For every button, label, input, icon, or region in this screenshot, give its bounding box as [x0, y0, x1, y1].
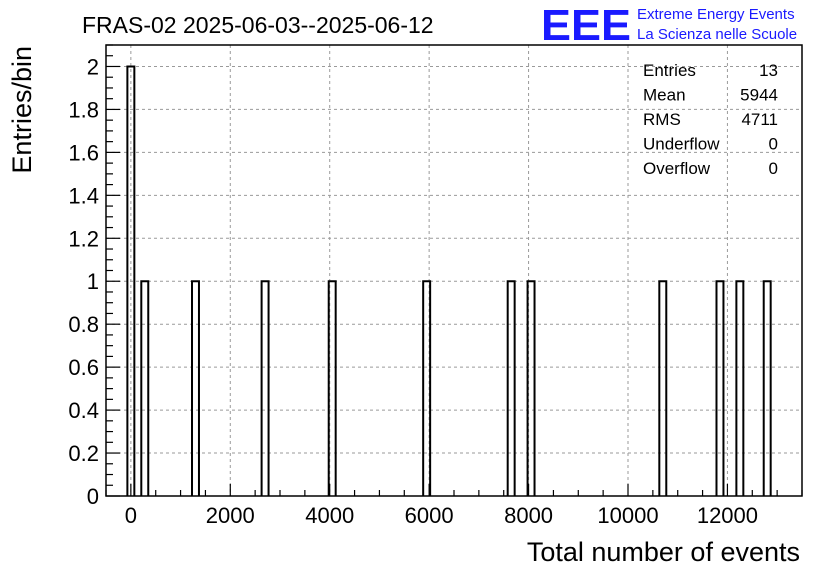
eee-logo: EEE Extreme Energy Events La Scienza nel… — [541, 1, 797, 50]
y-tick-label: 0.2 — [68, 441, 99, 466]
logo-mark: EEE — [541, 1, 631, 50]
histogram-bar — [327, 280, 337, 496]
stats-label: Underflow — [643, 135, 720, 154]
stats-label: RMS — [643, 110, 681, 129]
y-tick-label: 1 — [87, 269, 99, 294]
x-tick-label: 8000 — [504, 503, 553, 528]
stats-value: 5944 — [740, 86, 778, 105]
x-tick-label: 4000 — [305, 503, 354, 528]
x-tick-label: 0 — [125, 503, 137, 528]
stats-label: Overflow — [643, 159, 711, 178]
stats-label: Entries — [643, 61, 696, 80]
chart-title: FRAS-02 2025-06-03--2025-06-12 — [82, 12, 434, 38]
histogram-bar — [715, 280, 725, 496]
stats-value: 0 — [769, 159, 778, 178]
histogram-bar — [526, 280, 536, 496]
stats-value: 0 — [769, 135, 778, 154]
y-tick-label: 0.8 — [68, 312, 99, 337]
histogram-bar — [762, 280, 772, 496]
histogram-bar — [126, 65, 136, 496]
histogram-bars — [126, 65, 772, 496]
x-tick-label: 12000 — [697, 503, 758, 528]
x-tick-labels: 0 2000 4000 6000 8000 10000 12000 — [125, 503, 758, 528]
histogram-bar — [506, 280, 516, 496]
x-tick-label: 10000 — [597, 503, 658, 528]
stats-box: Entries 13 Mean 5944 RMS 4711 Underflow 0 Overfl… — [643, 61, 778, 178]
histogram-bar — [140, 280, 150, 496]
y-axis-title: Entries/bin — [7, 46, 37, 174]
y-tick-label: 2 — [87, 54, 99, 79]
histogram-bar — [191, 280, 200, 496]
histogram-bar — [658, 280, 668, 496]
x-tick-label: 2000 — [206, 503, 255, 528]
y-tick-label: 0.4 — [68, 398, 99, 423]
y-tick-label: 1.4 — [68, 183, 99, 208]
stats-value: 4711 — [741, 110, 778, 129]
y-tick-label: 0.6 — [68, 355, 99, 380]
y-tick-label: 1.2 — [68, 226, 99, 251]
stats-label: Mean — [643, 86, 686, 105]
grid-lines — [106, 45, 802, 496]
y-tick-labels: 0 0.2 0.4 0.6 0.8 1 1.2 1.4 1.6 1.8 2 — [68, 54, 99, 509]
logo-line-1: Extreme Energy Events — [637, 6, 795, 23]
y-tick-label: 1.8 — [68, 97, 99, 122]
histogram-bar — [422, 280, 432, 496]
axis-ticks — [105, 44, 803, 497]
logo-line-2: La Scienza nelle Scuole — [637, 26, 797, 43]
stats-value: 13 — [759, 61, 778, 80]
y-tick-label: 1.6 — [68, 140, 99, 165]
histogram-bar — [260, 280, 270, 496]
histogram-bar — [735, 280, 745, 496]
plot-frame — [105, 44, 803, 497]
x-tick-label: 6000 — [405, 503, 454, 528]
y-tick-label: 0 — [87, 484, 99, 509]
x-axis-title: Total number of events — [527, 537, 800, 567]
